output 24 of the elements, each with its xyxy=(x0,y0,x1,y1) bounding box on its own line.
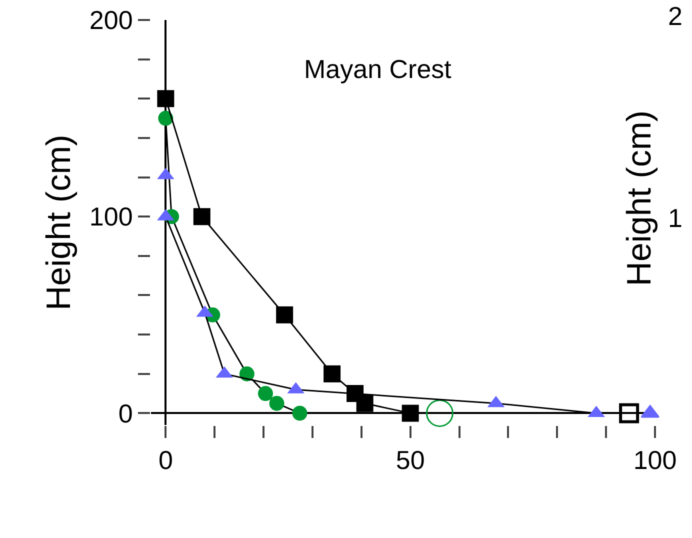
point xyxy=(269,396,284,411)
text: Mayan Crest xyxy=(304,54,452,84)
y-tick-label: 200 xyxy=(89,5,133,36)
point xyxy=(258,386,273,402)
text: 1 xyxy=(668,203,682,233)
point xyxy=(324,365,341,382)
x-tick-label: 50 xyxy=(396,445,425,476)
x-tick-label: 100 xyxy=(633,445,677,476)
point xyxy=(276,306,294,324)
point xyxy=(356,394,374,412)
x-tick-label: 0 xyxy=(158,445,173,476)
y-axis-title: Height (cm) xyxy=(40,134,78,310)
point xyxy=(402,404,419,422)
y-tick-label: 100 xyxy=(89,202,133,232)
point xyxy=(619,403,640,424)
annotation: Height (cm) xyxy=(620,110,659,286)
point xyxy=(426,399,454,427)
y-tick-label: 0 xyxy=(118,398,133,428)
point xyxy=(158,110,174,126)
point xyxy=(193,208,210,226)
point xyxy=(239,366,254,382)
point xyxy=(157,90,174,108)
point xyxy=(292,406,308,421)
text: 2 xyxy=(668,1,682,31)
